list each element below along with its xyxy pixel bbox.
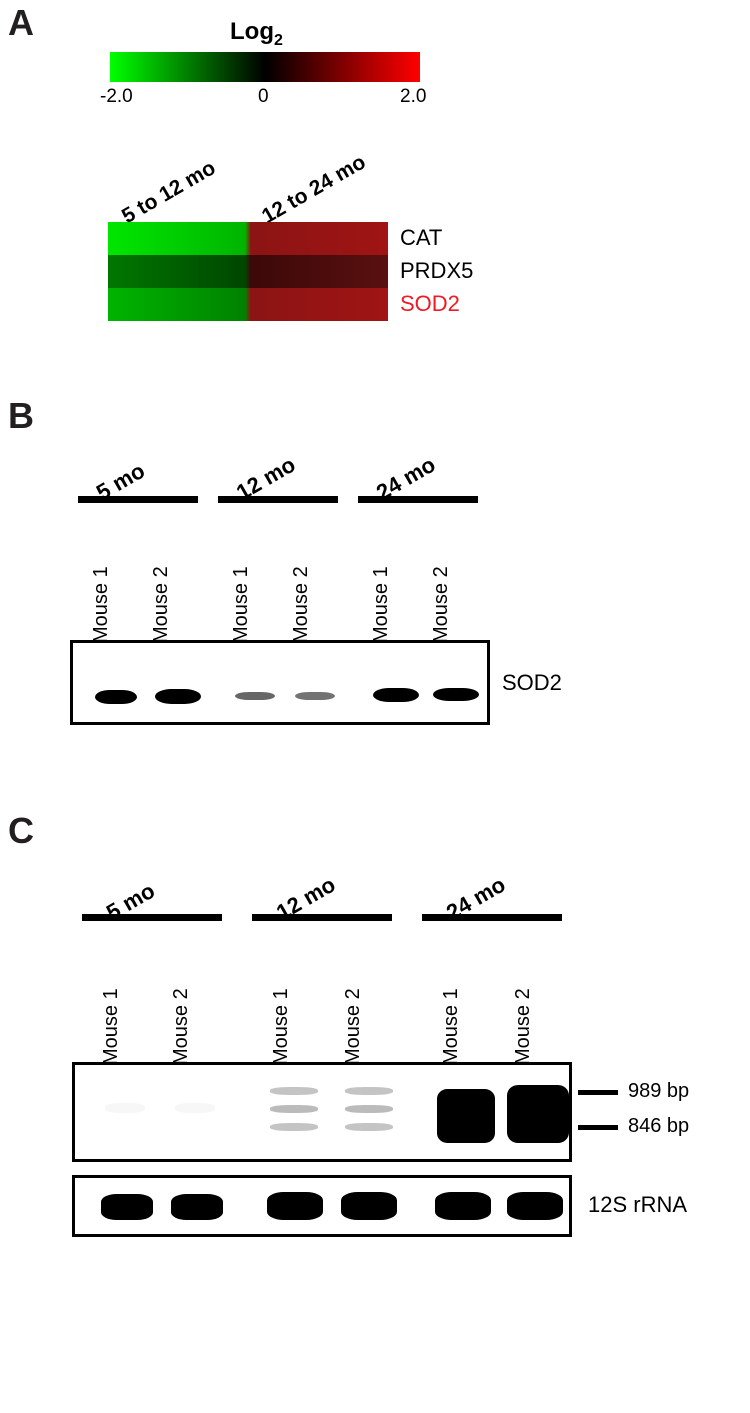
log2-colorscale xyxy=(110,52,420,82)
c-lane-2: Mouse 2 xyxy=(170,988,193,1065)
b-lane-3: Mouse 1 xyxy=(230,566,253,643)
b-lane-4: Mouse 2 xyxy=(290,566,313,643)
b-band-5 xyxy=(373,688,419,702)
b-lane-2: Mouse 2 xyxy=(150,566,173,643)
c-lane-4: Mouse 2 xyxy=(342,988,365,1065)
scale-tick-mid: 0 xyxy=(258,86,269,108)
b-band-3 xyxy=(235,692,275,700)
b-lane-1: Mouse 1 xyxy=(90,566,113,643)
b-band-1 xyxy=(95,690,137,704)
heatmap-col1-header: 5 to 12 mo xyxy=(118,156,220,229)
c-bar-3 xyxy=(422,914,562,921)
panel-c-label: C xyxy=(8,810,34,852)
b-band-4 xyxy=(295,692,335,700)
marker-line-989 xyxy=(578,1090,618,1095)
marker-989: 989 bp xyxy=(628,1080,689,1103)
western-blot-sod2 xyxy=(70,640,490,725)
heatmap-col2-header: 12 to 24 mo xyxy=(258,150,370,229)
scale-title-text: Log xyxy=(230,18,274,45)
scale-tick-min: -2.0 xyxy=(100,86,133,108)
c-top-band-3a xyxy=(270,1087,318,1095)
scale-title-sub: 2 xyxy=(274,32,283,49)
gel-loading-control xyxy=(72,1175,572,1237)
c-load-band-4 xyxy=(341,1192,397,1220)
scale-tick-max: 2.0 xyxy=(400,86,426,108)
c-lane-1: Mouse 1 xyxy=(100,988,123,1065)
c-top-band-6 xyxy=(507,1085,569,1143)
c-top-band-4b xyxy=(345,1105,393,1113)
c-top-band-3c xyxy=(270,1123,318,1131)
c-bar-2 xyxy=(252,914,392,921)
c-load-band-6 xyxy=(507,1192,563,1220)
c-load-band-2 xyxy=(171,1194,223,1220)
c-top-band-3b xyxy=(270,1105,318,1113)
c-top-band-5 xyxy=(437,1089,495,1143)
c-load-band-5 xyxy=(435,1192,491,1220)
b-bar-3 xyxy=(358,496,478,503)
c-lane-3: Mouse 1 xyxy=(270,988,293,1065)
heatmap xyxy=(108,222,388,321)
heatmap-row-cat: CAT xyxy=(400,225,442,251)
c-load-band-1 xyxy=(101,1194,153,1220)
c-top-band-4a xyxy=(345,1087,393,1095)
heatmap-row-prdx5: PRDX5 xyxy=(400,258,473,284)
gel-top xyxy=(72,1062,572,1162)
b-bar-2 xyxy=(218,496,338,503)
marker-846: 846 bp xyxy=(628,1115,689,1138)
c-lane-5: Mouse 1 xyxy=(440,988,463,1065)
c-bar-1 xyxy=(82,914,222,921)
panel-b-label: B xyxy=(8,395,34,437)
c-load-band-3 xyxy=(267,1192,323,1220)
panel-a-label: A xyxy=(8,2,34,44)
marker-line-846 xyxy=(578,1125,618,1130)
b-band-6 xyxy=(433,688,479,701)
c-lane-6: Mouse 2 xyxy=(512,988,535,1065)
scale-title: Log2 xyxy=(230,18,283,50)
heatmap-row-sod2: SOD2 xyxy=(400,291,460,317)
b-band-2 xyxy=(155,689,201,704)
b-bar-1 xyxy=(78,496,198,503)
loading-control-label: 12S rRNA xyxy=(588,1192,687,1218)
b-lane-6: Mouse 2 xyxy=(430,566,453,643)
c-top-band-2 xyxy=(175,1103,215,1113)
b-lane-5: Mouse 1 xyxy=(370,566,393,643)
c-top-band-4c xyxy=(345,1123,393,1131)
c-top-band-1 xyxy=(105,1103,145,1113)
b-band-label: SOD2 xyxy=(502,670,562,696)
